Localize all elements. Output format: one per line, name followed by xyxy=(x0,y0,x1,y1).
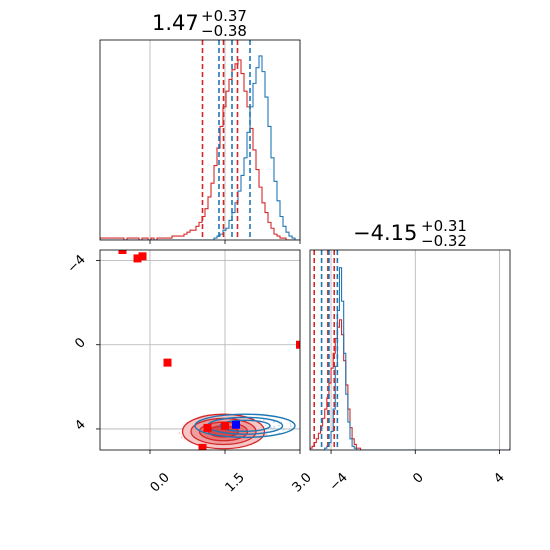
panel-bottom-right-histogram xyxy=(309,249,511,454)
sample-point xyxy=(273,425,275,428)
title-bottom-right-minus: −0.32 xyxy=(421,232,467,250)
sample-point xyxy=(290,425,292,427)
x-tick-label: 4 xyxy=(491,470,507,486)
sample-point xyxy=(263,419,265,421)
title-bottom-right-value: −4.15 xyxy=(353,221,417,245)
sample-point xyxy=(270,426,272,429)
red-square-point xyxy=(221,421,229,430)
histogram-red xyxy=(310,319,510,450)
histogram-blue xyxy=(100,55,300,240)
sample-point xyxy=(271,428,273,430)
red-square-point xyxy=(138,252,147,261)
histogram-blue xyxy=(310,267,510,450)
x-tick-label: 1.5 xyxy=(223,470,248,495)
x-tick-labels-bottom-right: −4 0 4 xyxy=(327,470,508,494)
red-square-point xyxy=(203,423,212,432)
plot-area xyxy=(118,250,300,450)
panel-frame xyxy=(99,39,301,241)
plot-area xyxy=(310,250,510,450)
x-tick-label: −4 xyxy=(327,470,351,494)
x-tick-label: 0 xyxy=(410,470,426,486)
contour-blue xyxy=(219,419,271,432)
title-top-left-value: 1.47 xyxy=(152,11,199,35)
sample-point xyxy=(273,427,275,429)
sample-point xyxy=(278,424,280,427)
x-tick-labels-bottom-left: 0.0 1.5 3.0 xyxy=(148,470,315,495)
x-tick-label: 0.0 xyxy=(148,470,173,495)
panel-frame xyxy=(99,249,301,451)
red-square-point xyxy=(133,254,142,263)
contour-blue xyxy=(194,413,296,439)
sample-point xyxy=(264,424,267,427)
x-tick-label: 3.0 xyxy=(290,470,315,495)
sample-point xyxy=(282,429,285,431)
y-tick-label: 0 xyxy=(72,335,88,351)
title-bottom-right: −4.15 +0.31 −0.32 xyxy=(353,217,467,250)
title-top-left-minus: −0.38 xyxy=(201,22,247,40)
sample-point xyxy=(289,423,292,425)
y-tick-label: −4 xyxy=(65,252,89,276)
sample-point xyxy=(265,433,268,436)
red-square-point xyxy=(163,358,172,367)
sample-point xyxy=(180,436,183,439)
y-tick-label: 4 xyxy=(72,417,88,433)
y-tick-labels-bottom-left: −4 0 4 xyxy=(65,252,89,433)
sample-point xyxy=(288,428,291,430)
title-top-left: 1.47 +0.37 −0.38 xyxy=(152,7,247,40)
histogram-red xyxy=(100,59,300,240)
sample-point xyxy=(266,430,268,432)
panel-frame xyxy=(309,249,511,451)
title-top-left-plus: +0.37 xyxy=(201,7,247,25)
sample-point xyxy=(178,432,181,434)
red-square-point xyxy=(198,443,207,450)
plot-area xyxy=(100,40,300,240)
red-square-point xyxy=(296,340,300,349)
panel-top-left-histogram xyxy=(99,39,301,244)
panel-bottom-left-scatter xyxy=(96,249,301,454)
title-bottom-right-plus: +0.31 xyxy=(421,217,467,235)
blue-square-point xyxy=(232,420,240,429)
red-square-point xyxy=(118,250,127,254)
